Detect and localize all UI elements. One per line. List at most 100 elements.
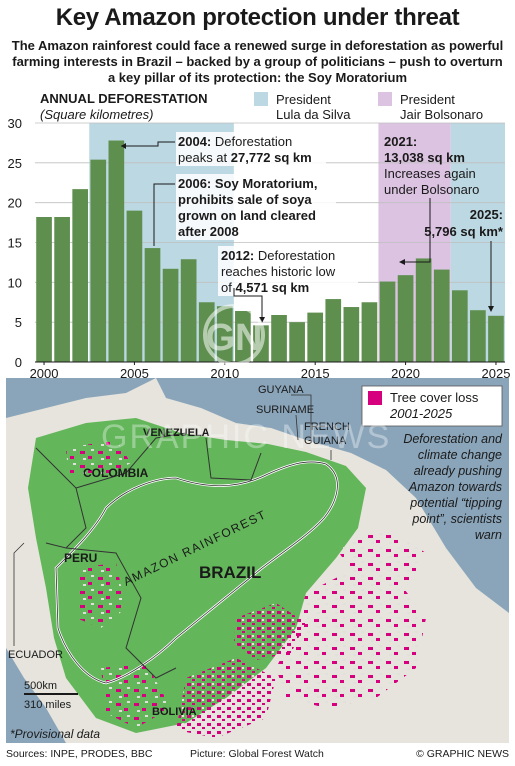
svg-text:point”, scientists: point”, scientists	[411, 512, 502, 526]
svg-text:already pushing: already pushing	[414, 464, 502, 478]
label-peru: PERU	[64, 551, 97, 565]
annotation-2004: 2004: Deforestation peaks at 27,772 sq k…	[121, 132, 326, 166]
y-tick-label-20: 20	[8, 196, 22, 211]
map-legend: Tree cover loss 2001-2025	[361, 385, 503, 427]
bar-2021	[415, 258, 432, 362]
svg-text:GN: GN	[206, 317, 263, 359]
legend-bolsonaro-line2: Jair Bolsonaro	[400, 107, 483, 122]
svg-text:under Bolsonaro: under Bolsonaro	[384, 182, 479, 197]
svg-text:of 4,571 sq km: of 4,571 sq km	[221, 280, 309, 295]
x-tick-label-2000: 2000	[30, 366, 59, 378]
map-ocean	[156, 378, 509, 613]
border-venezuela	[75, 432, 187, 489]
chart-legend: President Lula da Silva President Jair B…	[254, 92, 483, 122]
bar-2016	[325, 299, 342, 362]
x-tick-label-2010: 2010	[210, 366, 239, 378]
svg-text:500km: 500km	[24, 680, 57, 692]
leader-ecuador	[13, 542, 25, 646]
label-colombia: COLOMBIA	[83, 466, 149, 480]
x-tick-label-2015: 2015	[301, 366, 330, 378]
footer-picture: Picture: Global Forest Watch	[190, 748, 324, 760]
legend-swatch-tree-loss	[368, 391, 382, 405]
label-bolivia: BOLIVIA	[152, 706, 197, 718]
svg-text:310 miles: 310 miles	[24, 699, 72, 711]
legend-lula-line1: President	[276, 92, 331, 107]
bar-2007	[162, 268, 179, 362]
annotation-2021: 2021: 13,038 sq km Increases again under…	[384, 134, 479, 265]
bar-2004	[108, 140, 125, 362]
rainforest-outline-inner	[55, 461, 338, 684]
svg-text:peaks at 27,772 sq km: peaks at 27,772 sq km	[178, 150, 312, 165]
page-title: Key Amazon protection under threat	[55, 4, 460, 31]
chart-title: ANNUAL DEFORESTATION	[40, 91, 208, 106]
bar-2011	[235, 311, 251, 362]
map-pacific	[6, 648, 66, 743]
x-tick-label-2020: 2020	[391, 366, 420, 378]
y-tick-label-10: 10	[8, 275, 22, 290]
svg-text:2012: Deforestation: 2012: Deforestation	[221, 248, 335, 263]
border-guianas	[205, 437, 262, 481]
bar-2015	[307, 312, 324, 362]
svg-text:2021:: 2021:	[384, 134, 417, 149]
loss-arc-south	[176, 658, 276, 738]
legend-lula-line2: Lula da Silva	[276, 107, 351, 122]
loss-arc-east	[276, 568, 426, 708]
bar-2014	[289, 322, 305, 362]
label-guyana: GUYANA	[258, 384, 304, 396]
svg-text:5,796 sq km*: 5,796 sq km*	[424, 224, 504, 239]
loss-patch-colombia	[66, 440, 131, 478]
svg-text:13,038 sq km: 13,038 sq km	[384, 150, 465, 165]
footer-credit: © GRAPHIC NEWS	[416, 748, 509, 760]
provisional-note: *Provisional data	[10, 727, 100, 741]
bar-2006	[144, 248, 161, 362]
svg-text:Increases again: Increases again	[384, 166, 476, 181]
svg-text:after 2008: after 2008	[178, 224, 239, 239]
label-french-guiana-2: GUIANA	[304, 435, 347, 447]
label-french-guiana-1: FRENCH	[304, 421, 350, 433]
leader-guyana	[291, 394, 312, 440]
map-dry-east	[416, 593, 509, 743]
bar-2025	[488, 315, 504, 362]
svg-text:potential “tipping: potential “tipping	[409, 496, 502, 510]
border-peru	[65, 547, 177, 679]
chart-bars	[36, 140, 504, 362]
map-forest	[28, 418, 366, 733]
bar-2001	[54, 217, 70, 362]
bar-2002	[72, 189, 89, 362]
svg-text:climate change: climate change	[418, 448, 502, 462]
svg-text:warn: warn	[475, 528, 502, 542]
bar-2005	[126, 210, 143, 362]
page-subtitle: The Amazon rainforest could face a renew…	[11, 38, 504, 85]
x-tick-label-2005: 2005	[120, 366, 149, 378]
bar-2020	[397, 275, 414, 362]
svg-text:reaches historic low: reaches historic low	[221, 264, 336, 279]
svg-text:Deforestation and: Deforestation and	[403, 432, 503, 446]
svg-text:2006: Soy Moratorium,: 2006: Soy Moratorium,	[178, 176, 317, 191]
loss-patch-para	[234, 603, 306, 660]
y-tick-label-25: 25	[8, 156, 22, 171]
svg-text:Amazon towards: Amazon towards	[408, 480, 502, 494]
bar-2018	[361, 302, 378, 362]
map-caribbean	[6, 378, 156, 418]
bar-2000	[36, 217, 52, 362]
label-ecuador: ECUADOR	[8, 649, 63, 661]
leader-suriname	[295, 414, 299, 441]
bar-2010	[216, 306, 233, 362]
chart-ylabel: (Square kilometres)	[40, 107, 153, 122]
bar-2017	[343, 307, 360, 362]
loss-patch-maranhao	[336, 528, 426, 588]
annotation-2006: 2006: Soy Moratorium, prohibits sale of …	[153, 174, 336, 246]
x-tick-label-2025: 2025	[482, 366, 511, 378]
watermark-logo: GN	[203, 304, 265, 366]
bar-2008	[180, 259, 197, 362]
legend-tree-loss-line1: Tree cover loss	[390, 390, 479, 405]
legend-swatch-bolsonaro	[378, 92, 392, 106]
watermark-text: GRAPHIC NEWS	[101, 418, 391, 456]
annotation-2012: 2012: Deforestation reaches historic low…	[218, 246, 358, 323]
label-brazil: BRAZIL	[199, 563, 261, 582]
legend-tree-loss-line2: 2001-2025	[389, 406, 453, 421]
amazon-map: Tree cover loss 2001-2025 VENEZUELA GUYA…	[6, 378, 509, 743]
